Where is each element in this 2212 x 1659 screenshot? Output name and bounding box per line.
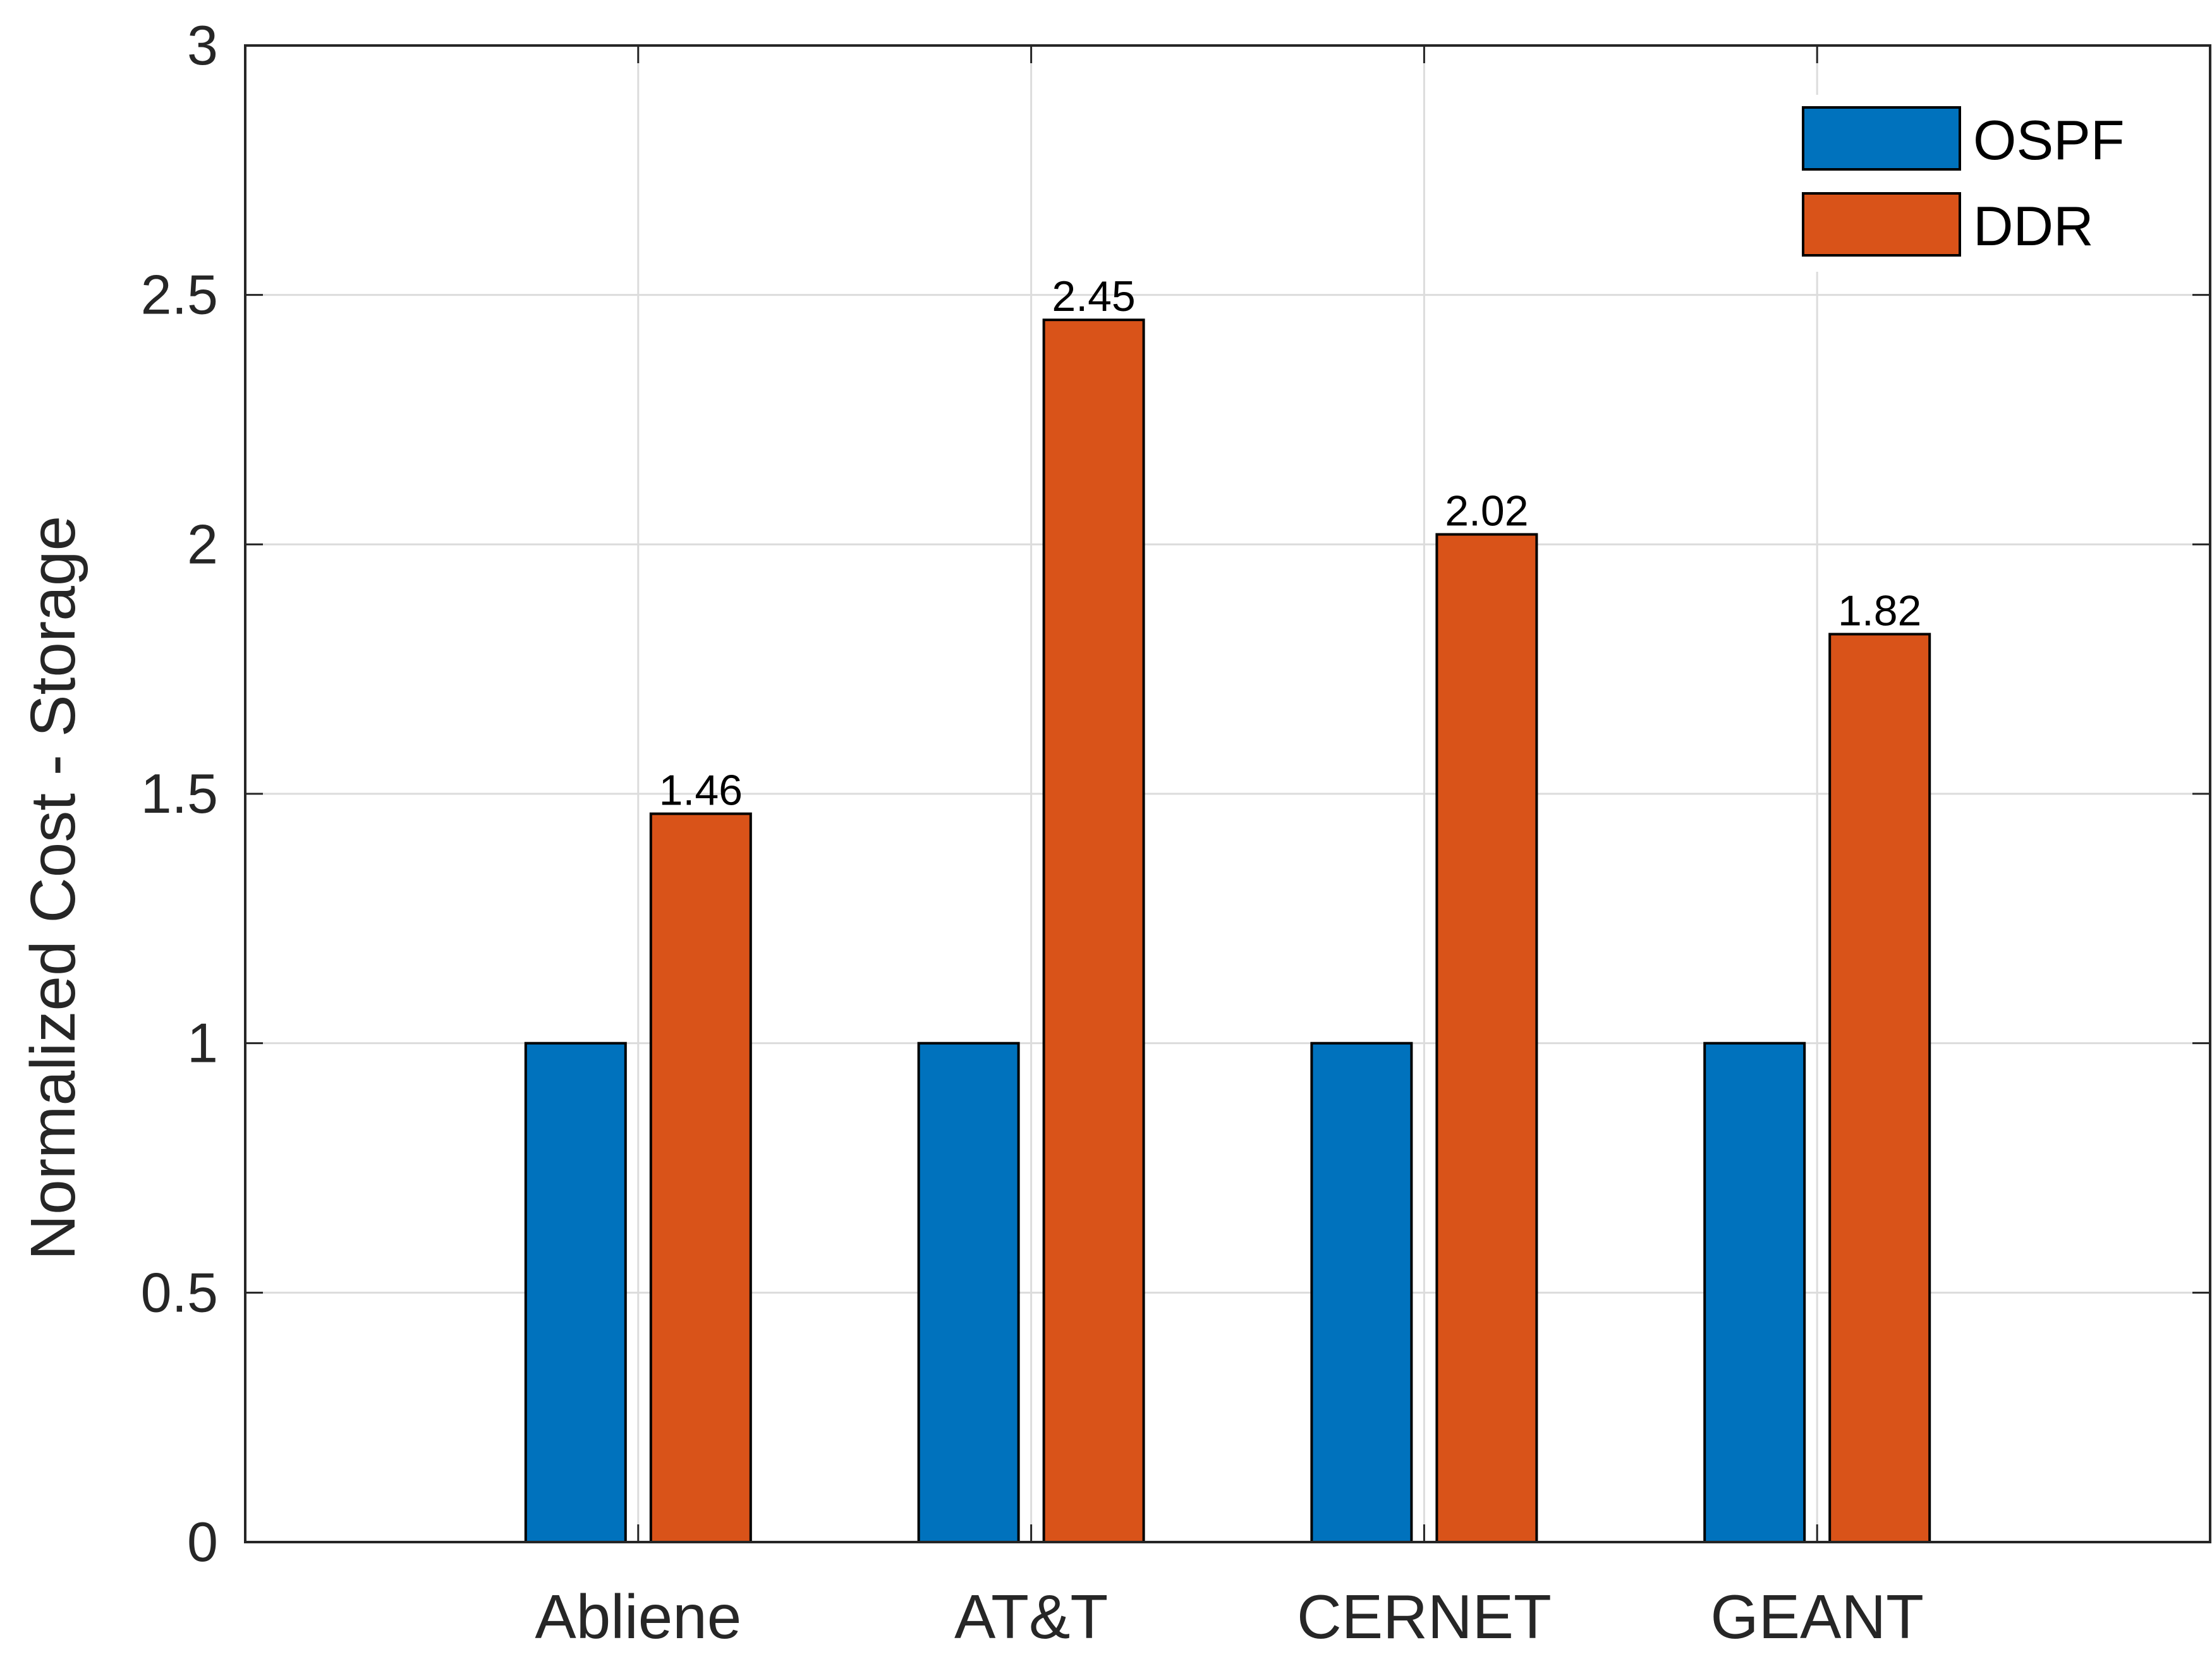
data-label-ddr: 1.46 bbox=[659, 767, 743, 815]
data-label-ddr: 2.02 bbox=[1445, 487, 1528, 535]
y-tick-label: 3 bbox=[187, 14, 218, 76]
axes-box bbox=[244, 44, 2211, 1543]
y-tick-label: 0 bbox=[187, 1510, 218, 1573]
data-label-ddr: 1.82 bbox=[1838, 586, 1921, 635]
legend-swatch-ddr bbox=[1802, 192, 1961, 257]
legend: OSPF DDR bbox=[1792, 95, 2187, 272]
x-tick-label: Abliene bbox=[535, 1582, 741, 1651]
legend-label-ospf: OSPF bbox=[1973, 109, 2125, 171]
bar-ddr-abliene bbox=[649, 812, 752, 1543]
bar-ddr-geant bbox=[1828, 633, 1931, 1543]
x-tick-label: GEANT bbox=[1710, 1582, 1924, 1651]
legend-label-ddr: DDR bbox=[1973, 195, 2094, 257]
bar-ospf-cernet bbox=[1310, 1042, 1413, 1543]
bar-ddr-cernet bbox=[1435, 533, 1538, 1544]
y-tick-label: 2 bbox=[187, 513, 218, 575]
y-tick-label: 1 bbox=[187, 1012, 218, 1074]
y-tick-label: 2.5 bbox=[141, 264, 218, 326]
legend-swatch-ospf bbox=[1802, 106, 1961, 171]
bar-ospf-att bbox=[917, 1042, 1020, 1543]
bar-ddr-att bbox=[1042, 319, 1145, 1544]
axes bbox=[244, 44, 2211, 1543]
bar-ospf-geant bbox=[1703, 1042, 1806, 1543]
y-axis-label: Normalized Cost - Storage bbox=[18, 516, 88, 1260]
bars bbox=[524, 319, 1931, 1544]
y-tick-label: 1.5 bbox=[141, 762, 218, 825]
x-tick-label: AT&T bbox=[954, 1582, 1108, 1651]
x-tick-label: CERNET bbox=[1297, 1582, 1552, 1651]
y-tick-label: 0.5 bbox=[141, 1261, 218, 1323]
bar-ospf-abliene bbox=[524, 1042, 627, 1543]
data-label-ddr: 2.45 bbox=[1052, 272, 1135, 320]
labels: 0 0.5 1 1.5 2 2.5 3 Abliene AT&T CERNET GEANT 1.46 2… bbox=[141, 14, 1924, 1651]
